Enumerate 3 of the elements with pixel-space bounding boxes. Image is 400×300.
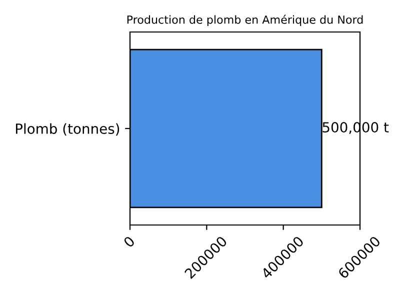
y-tick-label: Plomb (tonnes) xyxy=(16,123,120,136)
x-tick-label: 0 xyxy=(122,236,136,248)
chart-title: Production de plomb en Amérique du Nord xyxy=(127,14,363,26)
